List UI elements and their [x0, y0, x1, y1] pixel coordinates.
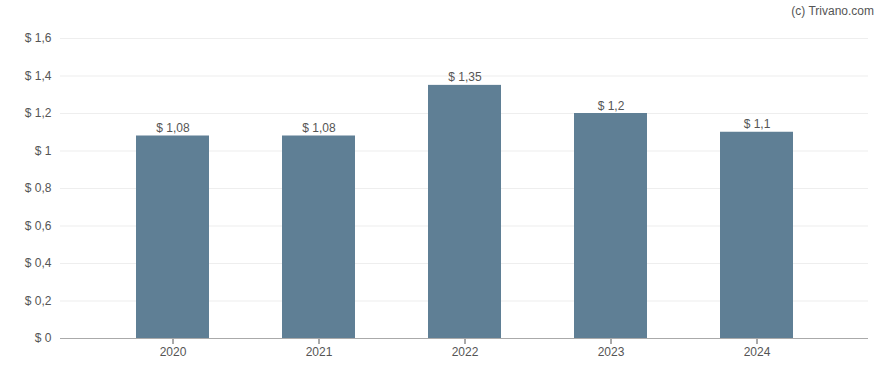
svg-text:$ 0,2: $ 0,2 [25, 294, 52, 308]
svg-text:$ 1: $ 1 [35, 144, 52, 158]
svg-text:$ 1,1: $ 1,1 [744, 117, 771, 131]
svg-text:$ 1,2: $ 1,2 [598, 99, 625, 113]
svg-text:$ 0,6: $ 0,6 [25, 219, 52, 233]
svg-text:$ 0: $ 0 [35, 331, 52, 345]
svg-text:$ 0,8: $ 0,8 [25, 181, 52, 195]
svg-text:2020: 2020 [160, 345, 187, 359]
html-text:(c) Trivano.com: (c) Trivano.com [791, 4, 874, 18]
svg-text:$ 1,6: $ 1,6 [25, 31, 52, 45]
svg-text:$ 0,4: $ 0,4 [25, 256, 52, 270]
svg-text:2022: 2022 [452, 345, 479, 359]
svg-text:2021: 2021 [306, 345, 333, 359]
svg-text:$ 1,08: $ 1,08 [156, 121, 190, 135]
svg-text:2024: 2024 [744, 345, 771, 359]
svg-text:$ 1,2: $ 1,2 [25, 106, 52, 120]
svg-text:$ 1,35: $ 1,35 [448, 70, 482, 84]
svg-text:$ 1,4: $ 1,4 [25, 69, 52, 83]
svg-text:2023: 2023 [598, 345, 625, 359]
svg-text:$ 1,08: $ 1,08 [302, 121, 336, 135]
